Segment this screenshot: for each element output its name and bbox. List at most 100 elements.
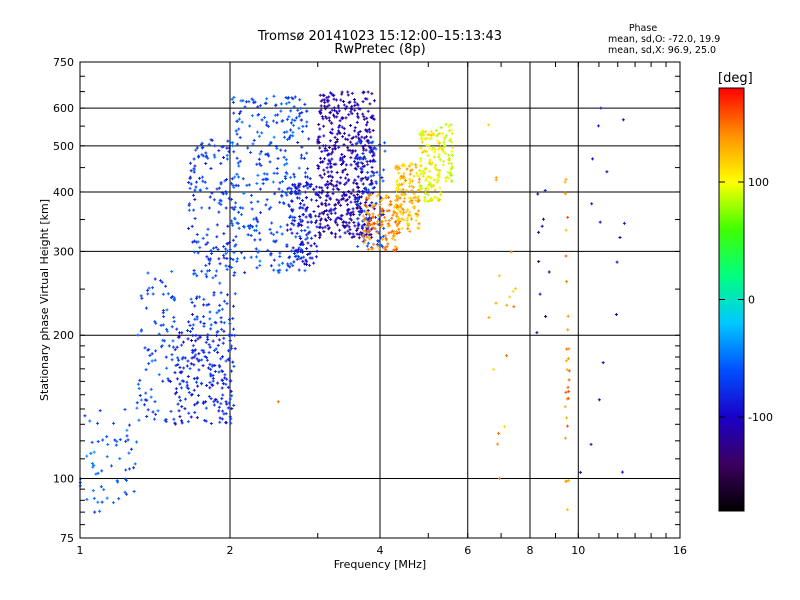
data-point xyxy=(288,216,292,220)
data-point xyxy=(341,156,345,160)
data-point xyxy=(364,175,368,179)
data-point xyxy=(366,191,370,195)
data-point xyxy=(410,184,414,188)
data-point xyxy=(105,496,109,500)
data-point xyxy=(218,420,222,424)
data-point xyxy=(215,223,219,227)
data-point xyxy=(401,162,405,166)
data-point xyxy=(200,358,204,362)
data-point xyxy=(349,140,353,144)
data-point xyxy=(356,193,360,197)
data-point xyxy=(412,192,416,196)
data-point xyxy=(286,187,290,191)
data-point xyxy=(378,202,382,206)
data-point xyxy=(165,327,169,331)
data-point xyxy=(341,223,345,227)
data-point xyxy=(344,193,348,197)
data-point xyxy=(353,100,357,104)
data-point xyxy=(219,316,223,320)
data-point xyxy=(215,235,219,239)
data-point xyxy=(364,186,368,190)
data-point xyxy=(187,181,191,185)
data-point xyxy=(187,411,191,415)
data-point xyxy=(269,231,273,235)
data-point xyxy=(431,132,435,136)
data-point xyxy=(203,418,207,422)
data-point xyxy=(246,146,250,150)
data-point xyxy=(323,225,327,229)
data-point xyxy=(237,127,241,131)
data-point xyxy=(178,415,182,419)
data-point xyxy=(153,400,157,404)
data-point xyxy=(398,166,402,170)
data-point xyxy=(172,319,176,323)
data-point xyxy=(395,229,399,233)
data-point xyxy=(271,180,275,184)
data-point xyxy=(164,355,168,359)
data-point xyxy=(196,240,200,244)
data-point xyxy=(361,192,365,196)
data-point xyxy=(333,206,337,210)
data-point xyxy=(335,110,339,114)
data-point xyxy=(564,359,568,363)
data-point xyxy=(356,244,360,248)
data-point xyxy=(237,112,241,116)
data-point xyxy=(599,106,603,110)
data-point xyxy=(324,115,328,119)
data-point xyxy=(328,139,332,143)
data-point xyxy=(436,139,440,143)
data-point xyxy=(217,409,221,413)
data-point xyxy=(201,236,205,240)
data-point xyxy=(333,235,337,239)
data-point xyxy=(447,158,451,162)
data-point xyxy=(91,489,95,493)
data-point xyxy=(400,206,404,210)
data-point xyxy=(211,379,215,383)
data-point xyxy=(356,116,360,120)
data-point xyxy=(410,199,414,203)
data-point xyxy=(564,390,568,394)
data-point xyxy=(222,244,226,248)
data-point xyxy=(229,421,233,425)
data-point xyxy=(356,216,360,220)
data-point xyxy=(293,219,297,223)
data-point xyxy=(292,223,296,227)
data-point xyxy=(563,191,567,195)
x-tick-label: 10 xyxy=(571,544,585,557)
data-point xyxy=(566,328,570,332)
y-tick-label: 500 xyxy=(53,140,74,153)
data-point xyxy=(419,164,423,168)
data-point xyxy=(387,195,391,199)
data-point xyxy=(309,182,313,186)
data-point xyxy=(292,251,296,255)
data-point xyxy=(215,187,219,191)
data-point xyxy=(371,247,375,251)
data-point xyxy=(231,316,235,320)
data-point xyxy=(229,379,233,383)
data-point xyxy=(565,479,569,483)
data-point xyxy=(138,393,142,397)
data-point xyxy=(190,224,194,228)
data-point xyxy=(204,419,208,423)
data-point xyxy=(172,315,176,319)
data-point xyxy=(290,231,294,235)
data-point xyxy=(407,164,411,168)
data-point xyxy=(333,135,337,139)
data-point xyxy=(343,154,347,158)
data-point xyxy=(221,379,225,383)
data-point xyxy=(377,213,381,217)
data-point xyxy=(350,91,354,95)
data-point xyxy=(314,193,318,197)
data-point xyxy=(407,196,411,200)
data-point xyxy=(280,193,284,197)
data-point xyxy=(156,409,160,413)
data-point xyxy=(578,470,582,474)
data-point xyxy=(166,377,170,381)
data-point xyxy=(237,210,241,214)
data-point xyxy=(117,497,121,501)
data-point xyxy=(200,141,204,145)
data-point xyxy=(83,414,87,418)
data-point xyxy=(333,115,337,119)
data-point xyxy=(207,142,211,146)
data-point xyxy=(563,405,567,409)
